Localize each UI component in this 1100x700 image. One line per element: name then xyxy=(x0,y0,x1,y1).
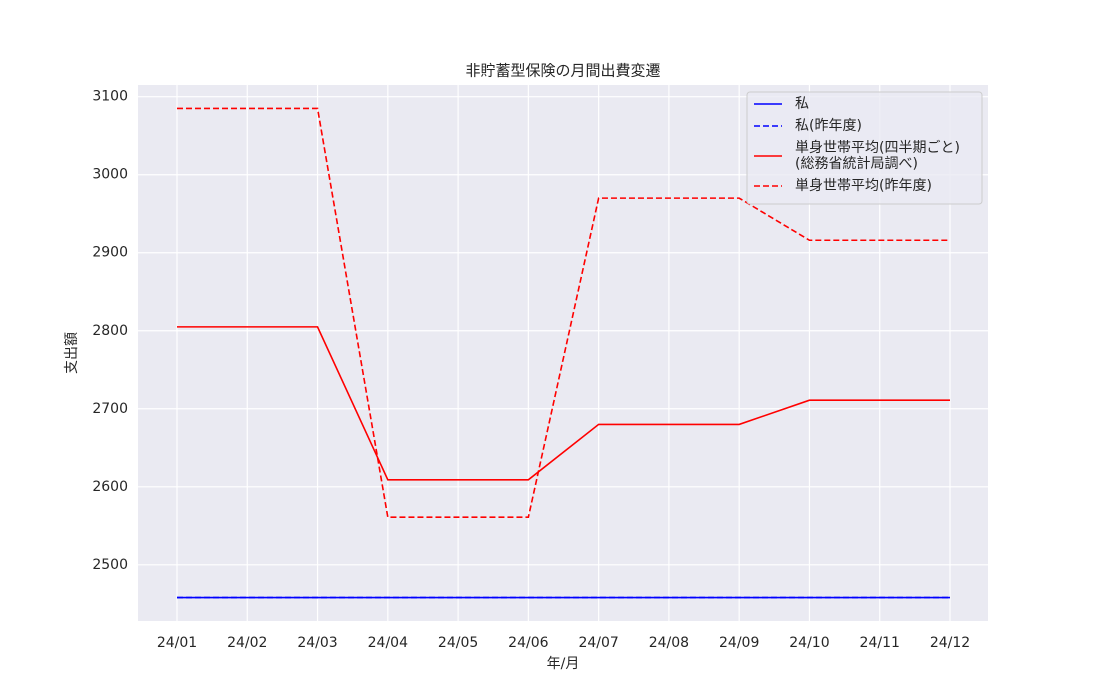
legend-label: 私 xyxy=(795,96,809,112)
y-tick-label: 3000 xyxy=(92,167,128,183)
y-axis-label: 支出額 xyxy=(64,332,80,374)
x-tick-label: 24/10 xyxy=(789,635,829,651)
x-tick-label: 24/11 xyxy=(860,635,900,651)
y-tick-label: 2500 xyxy=(92,557,128,573)
y-tick-label: 2600 xyxy=(92,479,128,495)
x-tick-label: 24/07 xyxy=(578,635,618,651)
y-tick-label: 2900 xyxy=(92,245,128,261)
x-tick-label: 24/03 xyxy=(297,635,337,651)
legend-label: 単身世帯平均(四半期ごと) (総務省統計局調べ) xyxy=(795,140,960,172)
x-tick-label: 24/12 xyxy=(930,635,970,651)
x-tick-label: 24/05 xyxy=(438,635,478,651)
x-tick-label: 24/04 xyxy=(368,635,408,651)
y-tick-label: 3100 xyxy=(92,89,128,105)
y-tick-label: 2800 xyxy=(92,323,128,339)
x-axis-label: 年/月 xyxy=(547,656,580,672)
legend-box xyxy=(746,91,983,205)
chart-title: 非貯蓄型保険の月間出費変遷 xyxy=(465,62,660,80)
x-tick-label: 24/09 xyxy=(719,635,759,651)
x-tick-label: 24/06 xyxy=(508,635,548,651)
legend: 私私(昨年度) 単身世帯平均(四半期ごと) (総務省統計局調べ) 単身世帯平均(昨年度… xyxy=(746,91,983,205)
y-tick-label: 2700 xyxy=(92,401,128,417)
x-tick-label: 24/01 xyxy=(157,635,197,651)
legend-label: 私(昨年度) xyxy=(795,118,862,134)
series-line xyxy=(177,326,950,481)
series-line xyxy=(177,107,950,519)
x-tick-label: 24/08 xyxy=(649,635,689,651)
x-tick-label: 24/02 xyxy=(227,635,267,651)
legend-label: 単身世帯平均(昨年度) xyxy=(795,178,932,194)
